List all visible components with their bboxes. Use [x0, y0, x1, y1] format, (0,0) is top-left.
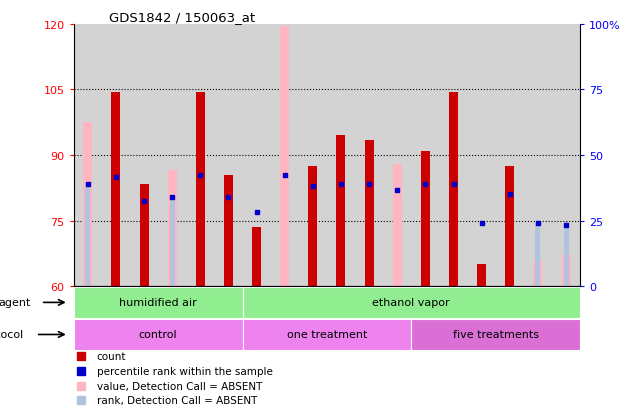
Bar	[421, 151, 430, 287]
Bar	[242, 319, 412, 350]
Bar	[535, 223, 540, 287]
Bar	[168, 171, 177, 287]
Bar	[252, 228, 261, 287]
Bar	[533, 261, 542, 287]
Bar	[112, 93, 121, 287]
Text: count: count	[97, 351, 126, 361]
Bar	[412, 319, 580, 350]
Bar	[74, 287, 242, 318]
Bar	[365, 140, 374, 287]
Bar	[505, 166, 514, 287]
Text: protocol: protocol	[0, 330, 23, 339]
Text: GDS1842 / 150063_at: GDS1842 / 150063_at	[109, 11, 255, 24]
Text: percentile rank within the sample: percentile rank within the sample	[97, 366, 272, 376]
Bar	[170, 197, 174, 287]
Text: control: control	[139, 330, 178, 339]
Bar	[242, 287, 580, 318]
Bar	[449, 93, 458, 287]
Bar	[140, 184, 149, 287]
Bar	[196, 93, 205, 287]
Bar	[337, 136, 345, 287]
Bar	[477, 265, 486, 287]
Bar	[562, 254, 570, 287]
Bar	[393, 164, 402, 287]
Text: value, Detection Call = ABSENT: value, Detection Call = ABSENT	[97, 381, 262, 391]
Text: rank, Detection Call = ABSENT: rank, Detection Call = ABSENT	[97, 395, 257, 405]
Bar	[74, 319, 242, 350]
Text: humidified air: humidified air	[119, 298, 197, 308]
Bar	[280, 27, 289, 287]
Bar	[224, 176, 233, 287]
Bar	[83, 123, 92, 287]
Text: ethanol vapor: ethanol vapor	[372, 298, 450, 308]
Bar	[563, 225, 569, 287]
Text: five treatments: five treatments	[453, 330, 538, 339]
Text: agent: agent	[0, 298, 31, 308]
Text: one treatment: one treatment	[287, 330, 367, 339]
Bar	[308, 166, 317, 287]
Bar	[85, 184, 90, 287]
